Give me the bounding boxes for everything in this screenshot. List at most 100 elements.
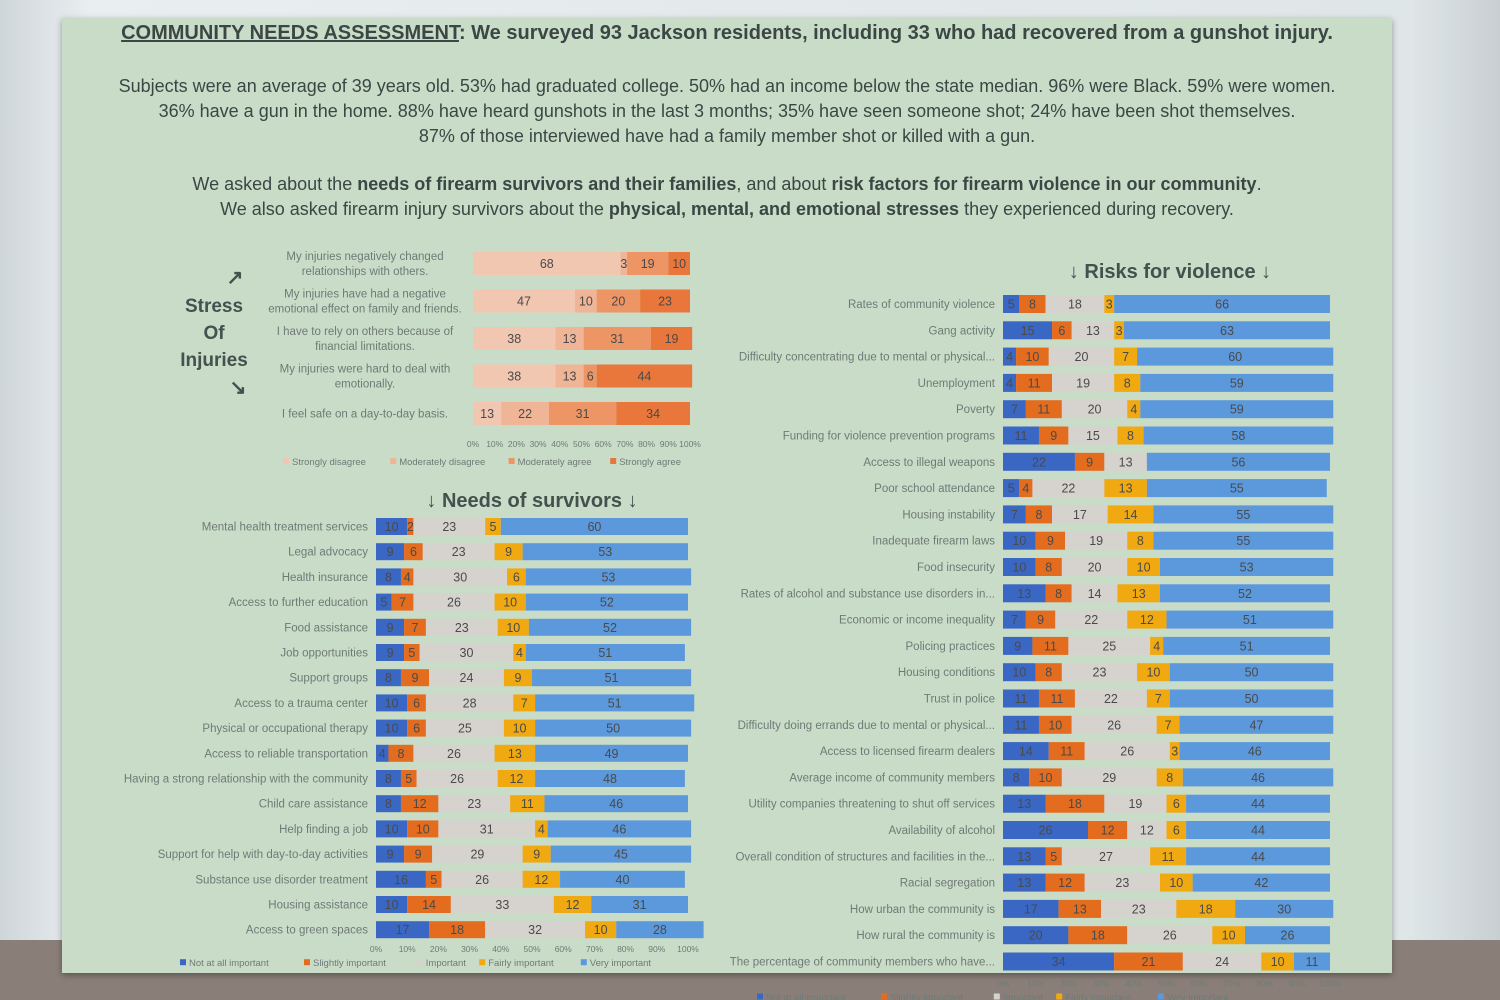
bar-segment [1127, 610, 1167, 629]
stress-title-word: Stress [185, 296, 243, 317]
data-label: 32 [528, 923, 542, 937]
data-label: 11 [1162, 850, 1175, 864]
bar-segment [1127, 821, 1167, 839]
data-label: 50 [606, 722, 620, 736]
legend-swatch [304, 959, 310, 966]
category-label: Support groups [289, 673, 368, 685]
bar-segment [376, 845, 405, 863]
bar-segment [1261, 952, 1295, 971]
data-label: 10 [594, 923, 608, 937]
data-label: 20 [1029, 929, 1043, 943]
data-label: 10 [385, 822, 399, 836]
data-label: 8 [385, 797, 392, 811]
data-label: 30 [453, 570, 467, 584]
data-label: 59 [1230, 403, 1244, 417]
x-tick-label: 20% [430, 944, 447, 954]
data-label: 23 [1093, 666, 1107, 680]
bar-segment [1003, 321, 1053, 340]
bar-segment [376, 518, 408, 535]
data-label: 45 [614, 848, 628, 862]
data-label: 63 [1220, 324, 1234, 338]
bar-segment [627, 252, 669, 275]
category-label: Physical or occupational therapy [202, 723, 368, 735]
data-label: 23 [455, 621, 469, 635]
bar-segment [522, 870, 561, 888]
bar-segment [1065, 531, 1128, 550]
data-label: 11 [1014, 718, 1027, 732]
bar-segment [1182, 952, 1262, 971]
legend-label: Very important [1167, 993, 1229, 1000]
data-label: 53 [601, 570, 615, 584]
category-label: Access to green spaces [246, 925, 368, 937]
data-label: 10 [1271, 955, 1285, 969]
data-label: 52 [600, 596, 614, 610]
category-label: Access to licensed firearm dealers [820, 746, 995, 758]
category-label: Economic or income inequality [839, 615, 995, 627]
data-label: 51 [1243, 613, 1257, 627]
bar-segment [1071, 715, 1157, 734]
data-label: 23 [467, 797, 481, 811]
data-label: 11 [521, 797, 534, 811]
bar-segment [376, 618, 405, 636]
data-label: 51 [608, 696, 622, 710]
bar-segment [513, 644, 526, 661]
bar-segment [1153, 505, 1334, 524]
bar-segment [1003, 899, 1059, 918]
bar-segment [400, 568, 414, 586]
data-label: 13 [1132, 587, 1146, 601]
data-label: 14 [1088, 587, 1102, 601]
bar-segment [500, 518, 688, 535]
bar-segment [1186, 794, 1330, 813]
legend-swatch [757, 993, 763, 1000]
data-label: 9 [1037, 613, 1044, 627]
bar-segment [1003, 663, 1036, 682]
data-label: 19 [665, 332, 679, 346]
data-label: 4 [516, 646, 523, 660]
data-label: 8 [385, 570, 392, 584]
bar-segment [1003, 479, 1020, 498]
bar-segment [547, 820, 692, 838]
data-label: 8 [397, 747, 404, 761]
data-label: 13 [1086, 324, 1100, 338]
bar-segment [425, 694, 514, 712]
data-label: 14 [1019, 745, 1033, 759]
data-label: 20 [1088, 403, 1102, 417]
category-label: Substance use disorder treatment [195, 874, 368, 886]
data-label: 18 [1068, 797, 1082, 811]
bar-segment [438, 795, 511, 813]
data-label: 53 [598, 545, 612, 559]
bar-segment [1169, 663, 1334, 682]
bar-segment [400, 795, 439, 813]
bar-segment [550, 845, 692, 863]
data-label: 26 [447, 747, 461, 761]
data-label: 50 [1245, 692, 1259, 706]
bar-segment [1294, 952, 1330, 971]
data-label: 10 [503, 596, 517, 610]
bar-segment [404, 618, 426, 636]
category-label: Policing practices [906, 641, 996, 653]
data-label: 46 [609, 797, 623, 811]
ask-line-2: We also asked firearm injury survivors a… [62, 199, 1392, 220]
bar-segment [1104, 295, 1115, 313]
bar-segment [1068, 926, 1128, 945]
bar-segment [1045, 873, 1085, 892]
data-label: 19 [641, 257, 655, 271]
data-label: 26 [475, 873, 489, 887]
data-label: 29 [470, 848, 484, 862]
data-label: 47 [517, 295, 531, 309]
data-label: 18 [1091, 929, 1105, 943]
bar-segment [376, 568, 401, 586]
stress-title-word: Injuries [180, 350, 248, 371]
bar-segment [501, 402, 549, 425]
data-label: 6 [513, 570, 520, 584]
legend-swatch [993, 993, 1000, 1000]
data-label: 31 [610, 332, 624, 346]
bar-segment [583, 327, 651, 350]
data-label: 13 [1017, 797, 1031, 811]
bar-segment [1114, 373, 1141, 392]
bar-segment [473, 289, 575, 313]
legend-swatch [881, 993, 887, 1000]
bar-segment [407, 694, 426, 712]
legend-swatch [390, 458, 397, 464]
bar-segment [376, 744, 389, 762]
